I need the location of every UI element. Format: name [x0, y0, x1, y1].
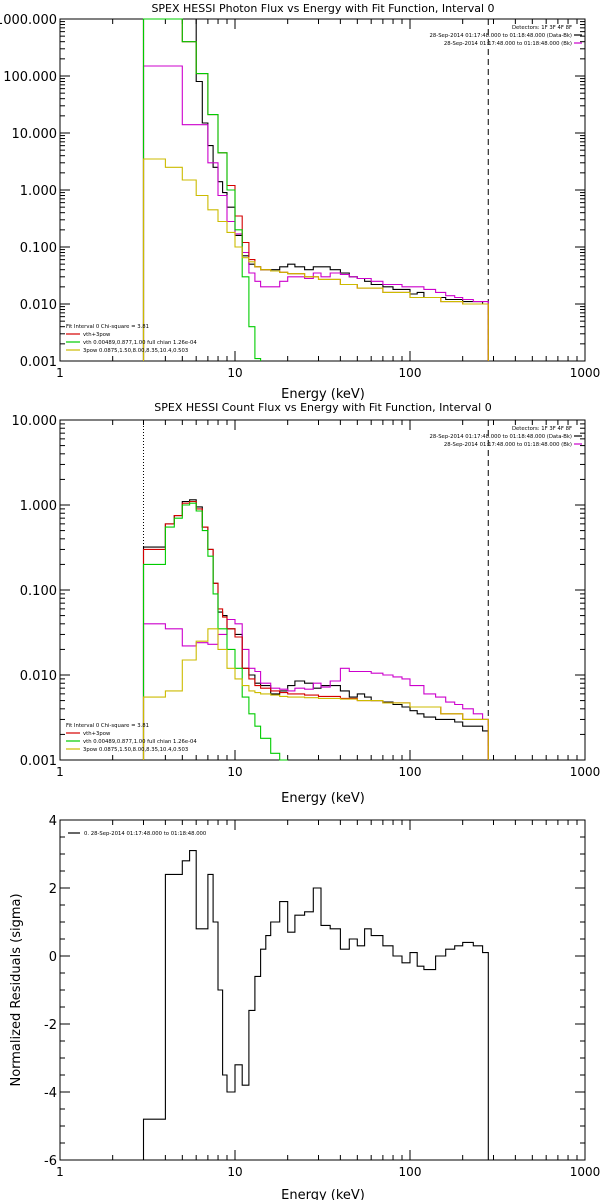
y-axis-label: Normalized Residuals (sigma): [9, 893, 24, 1086]
x-tick-label: 10: [227, 1165, 242, 1179]
y-tick-label: 1.000: [20, 184, 57, 199]
marker-lines: [142, 19, 489, 361]
x-axis-ticks: 1 10 100 1000: [56, 19, 600, 380]
series-residuals-line: [142, 850, 489, 1160]
legend-right-label: 28-Sep-2014 01:17:48.000 to 01:18:48.000…: [444, 41, 572, 47]
legend-fit-header: Fit Interval 0 Chi-square = 3.81: [66, 324, 149, 330]
marker-lines: [142, 420, 489, 760]
legend-detectors: Detectors: 1F 3F 4F 8F 28-Sep-2014 01:17:…: [430, 426, 582, 448]
y-axis-ticks: 0.001 0.010 0.100 1.000 10.000 100.000 1000.00…: [0, 13, 585, 370]
x-axis-ticks: 1 10 100 1000: [56, 820, 600, 1179]
x-tick-label: 1000: [570, 366, 600, 380]
y-tick-label: 0.010: [20, 298, 57, 313]
y-tick-label: 0.001: [20, 355, 57, 370]
series-group: [142, 499, 489, 761]
y-tick-label: 2: [49, 882, 57, 897]
legend-right-label: 28-Sep-2014 01:17:48.000 to 01:18:48.000…: [430, 33, 572, 39]
y-tick-label: 10.000: [12, 127, 58, 142]
x-tick-label: 10: [227, 366, 242, 380]
x-tick-label: 1: [56, 765, 64, 779]
series-total_fit-line: [142, 500, 489, 760]
legend-fit-header: Fit Interval 0 Chi-square = 3.81: [66, 723, 149, 729]
legend-fit-label: vth+3pow: [83, 332, 111, 338]
series-bk-line: [142, 618, 489, 760]
x-axis-label: Energy (keV): [281, 1188, 365, 1200]
legend-fit: Fit Interval 0 Chi-square = 3.81 vth+3pow…: [66, 324, 197, 354]
series-group: [142, 850, 489, 1160]
x-tick-label: 100: [399, 765, 422, 779]
legend-fit-label: 3pow 0.0875,1.50,8.00,8.35,10.4,0.503: [83, 747, 188, 753]
series-pow-line: [142, 628, 489, 760]
legend-fit: Fit Interval 0 Chi-square = 3.81 vth+3pow…: [66, 723, 197, 753]
series-group: [142, 18, 489, 361]
x-tick-label: 1000: [570, 1165, 600, 1179]
y-tick-label: 4: [49, 814, 57, 829]
x-tick-label: 1000: [570, 765, 600, 779]
series-data-line: [142, 499, 489, 760]
legend-fit-label: vth+3pow: [83, 731, 111, 737]
y-tick-label: 1000.000: [0, 13, 57, 28]
plot-frame: [59, 419, 586, 761]
y-tick-label: 0: [49, 950, 57, 965]
legend-right-label: 28-Sep-2014 01:17:48.000 to 01:18:48.000…: [444, 442, 572, 448]
y-tick-label: 0.001: [20, 754, 57, 769]
legend-right-label: Detectors: 1F 3F 4F 8F: [512, 426, 572, 432]
y-tick-label: 10.000: [12, 414, 58, 429]
series-total_fit-line: [142, 18, 489, 361]
legend-detectors: Detectors: 1F 3F 4F 8F 28-Sep-2014 01:17:…: [430, 25, 582, 47]
residuals-chart: -6 -4 -2 0 2 4 1 10 100 1000 Energy (keV) Normal…: [9, 814, 600, 1200]
legend-fit-label: vth 0.00489,0.877,1.00 full chian 1.26e-…: [83, 739, 197, 745]
x-axis-label: Energy (keV): [281, 387, 365, 402]
y-tick-label: 1.000: [20, 499, 57, 514]
series-data-line: [142, 18, 489, 361]
legend-right-label: 28-Sep-2014 01:17:48.000 to 01:18:48.000…: [430, 434, 572, 440]
chart-title: SPEX HESSI Photon Flux vs Energy with Fi…: [151, 2, 494, 15]
y-axis-ticks: -6 -4 -2 0 2 4: [44, 814, 585, 1169]
series-vth-line: [142, 18, 262, 361]
series-vth-line: [142, 502, 288, 761]
x-tick-label: 100: [399, 366, 422, 380]
x-tick-label: 100: [399, 1165, 422, 1179]
y-tick-label: 0.100: [20, 584, 57, 599]
legend-label: 0. 28-Sep-2014 01:17:48.000 to 01:18:48.…: [84, 831, 207, 837]
y-tick-label: -2: [44, 1018, 57, 1033]
legend-fit-label: 3pow 0.0875,1.50,8.00,8.35,10.4,0.503: [83, 348, 188, 354]
legend-residuals: 0. 28-Sep-2014 01:17:48.000 to 01:18:48.…: [68, 831, 207, 837]
plot-frame: [59, 819, 586, 1161]
series-pow-line: [142, 158, 489, 361]
y-tick-label: 100.000: [3, 70, 57, 85]
y-tick-label: 0.010: [20, 669, 57, 684]
x-tick-label: 10: [227, 765, 242, 779]
x-axis-ticks: 1 10 100 1000: [56, 420, 600, 779]
x-axis-label: Energy (keV): [281, 791, 365, 806]
y-tick-label: -6: [44, 1154, 57, 1169]
legend-fit-label: vth 0.00489,0.877,1.00 full chian 1.26e-…: [83, 340, 197, 346]
series-bk-line: [142, 65, 489, 361]
legend-right-label: Detectors: 1F 3F 4F 8F: [512, 25, 572, 31]
chart-title: SPEX HESSI Count Flux vs Energy with Fit…: [154, 401, 491, 414]
photon-flux-chart: SPEX HESSI Photon Flux vs Energy with Fi…: [0, 2, 600, 402]
plot-frame: [59, 18, 586, 362]
x-tick-label: 1: [56, 1165, 64, 1179]
y-axis-ticks: 0.001 0.010 0.100 1.000 10.000: [12, 414, 585, 769]
y-tick-label: 0.100: [20, 241, 57, 256]
count-flux-chart: SPEX HESSI Count Flux vs Energy with Fit…: [12, 401, 600, 806]
x-tick-label: 1: [56, 366, 64, 380]
y-tick-label: -4: [44, 1086, 57, 1101]
